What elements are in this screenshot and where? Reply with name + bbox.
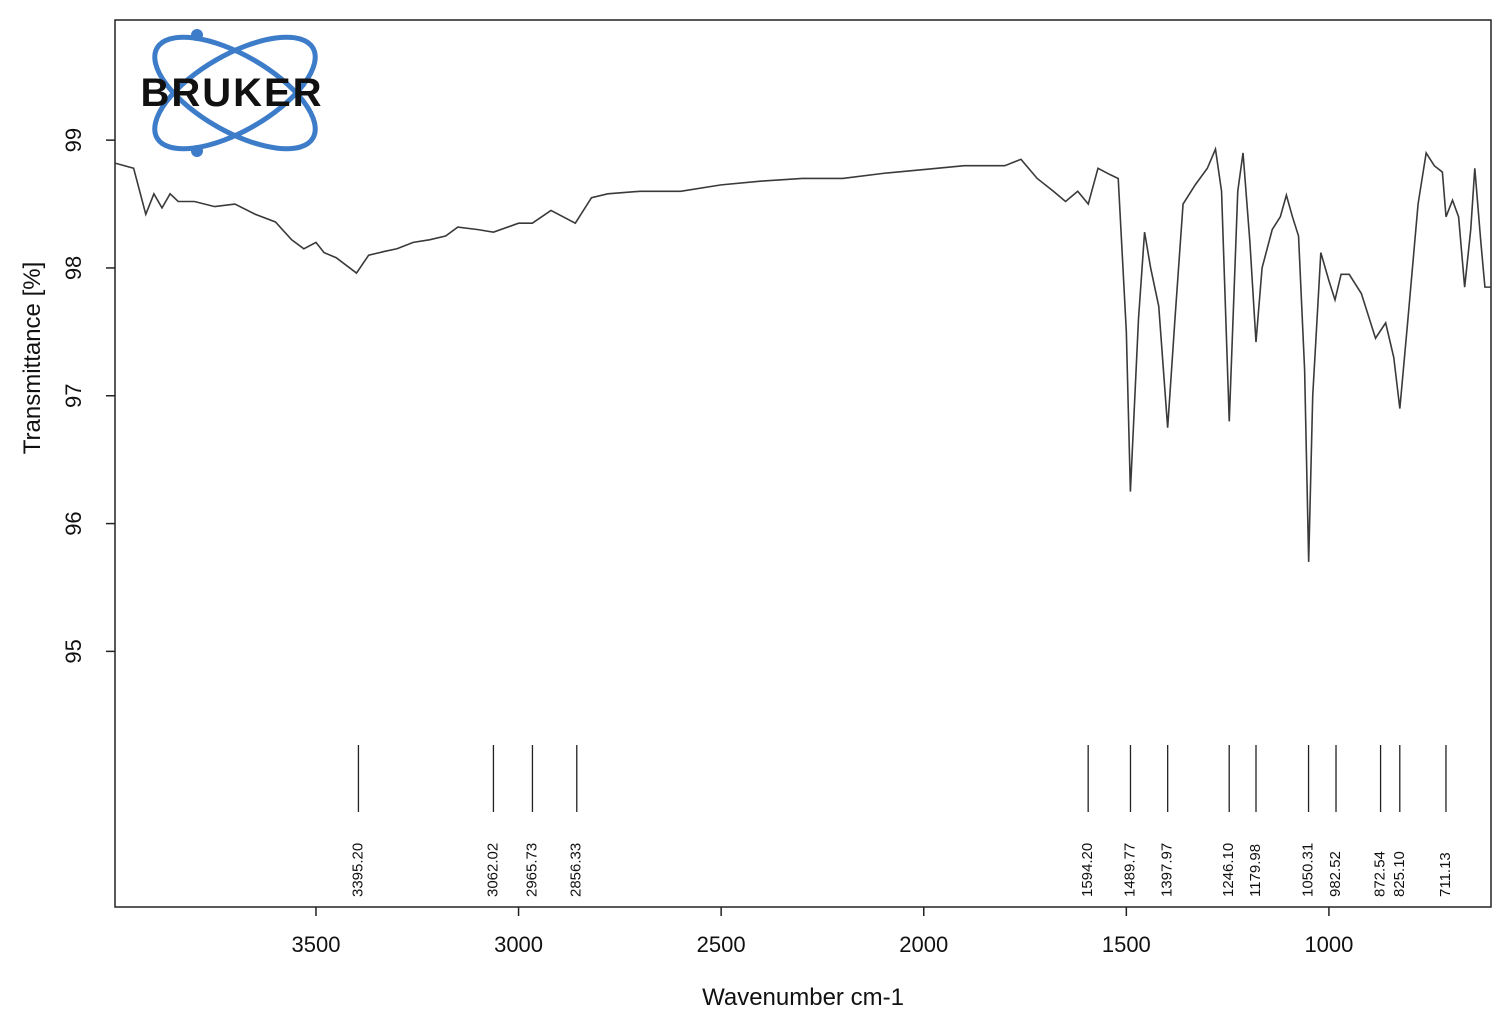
- logo: BRUKER: [140, 29, 323, 157]
- logo-orbit: [152, 34, 318, 152]
- y-tick-label: 98: [61, 256, 86, 280]
- x-tick-label: 1000: [1304, 932, 1353, 957]
- logo-orbit: [152, 34, 318, 152]
- peak-label: 982.52: [1327, 851, 1344, 897]
- x-axis-label: Wavenumber cm-1: [702, 984, 904, 1011]
- y-tick-label: 96: [61, 511, 86, 535]
- plot-frame: [114, 19, 1492, 908]
- peak-label: 1246.10: [1220, 843, 1237, 897]
- logo-dot: [191, 29, 203, 41]
- peak-label: 1050.31: [1300, 843, 1317, 897]
- spectrum-line: [114, 146, 1491, 562]
- peak-label: 1179.98: [1247, 844, 1264, 897]
- peak-label: 2856.33: [568, 843, 585, 897]
- y-axis-label: Transmittance [%]: [19, 262, 46, 455]
- x-tick-label: 3500: [291, 932, 340, 957]
- peak-label: 2965.73: [523, 843, 540, 897]
- peak-label: 872.54: [1372, 851, 1389, 897]
- peak-label: 1594.20: [1079, 843, 1096, 897]
- x-tick-label: 2500: [697, 932, 746, 957]
- y-tick-label: 99: [61, 128, 86, 152]
- peak-label: 1397.97: [1159, 843, 1176, 897]
- x-tick-label: 1500: [1102, 932, 1151, 957]
- logo-dot: [191, 145, 203, 157]
- peak-label: 3062.02: [484, 843, 501, 897]
- y-tick-label: 97: [61, 384, 86, 408]
- y-tick-label: 95: [61, 639, 86, 663]
- peak-label: 3395.20: [349, 843, 366, 897]
- x-tick-label: 3000: [494, 932, 543, 957]
- peak-label: 1489.77: [1121, 843, 1138, 897]
- logo-text: BRUKER: [140, 71, 323, 115]
- x-tick-label: 2000: [899, 932, 948, 957]
- peak-label: 711.13: [1437, 852, 1454, 897]
- peak-label: 825.10: [1391, 851, 1408, 897]
